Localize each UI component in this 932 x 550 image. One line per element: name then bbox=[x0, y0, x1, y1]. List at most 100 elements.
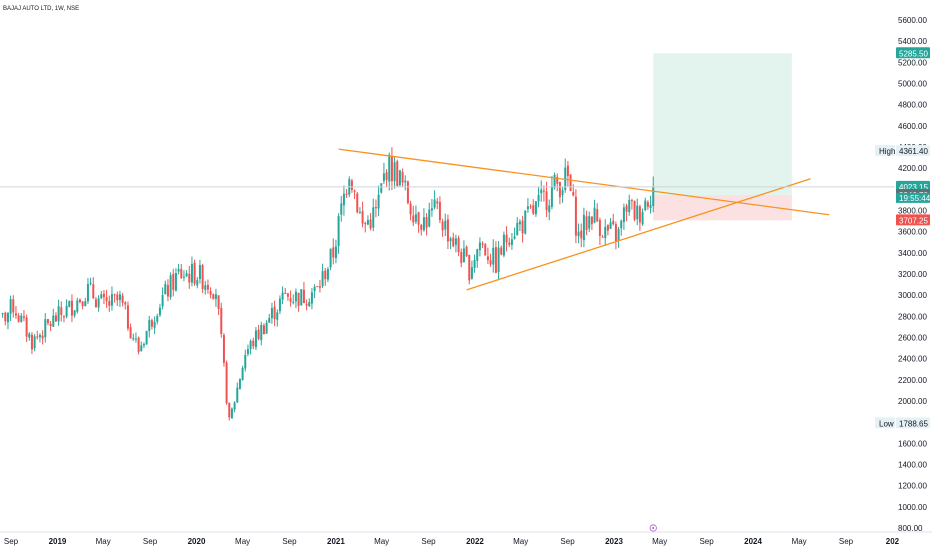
countdown-badge-bg bbox=[896, 192, 930, 203]
candle-body bbox=[49, 323, 52, 327]
candle-body bbox=[566, 165, 569, 176]
candle-body bbox=[214, 294, 217, 300]
candle-body bbox=[614, 224, 617, 242]
candle-body bbox=[89, 282, 92, 284]
candle-body bbox=[494, 247, 497, 273]
candle-body bbox=[140, 345, 143, 352]
candle-body bbox=[270, 308, 273, 319]
candle-body bbox=[513, 236, 516, 239]
high-label-bg bbox=[875, 145, 895, 157]
candle-body bbox=[473, 260, 476, 268]
candle-body bbox=[292, 301, 295, 303]
candle-body bbox=[641, 212, 644, 225]
candle-body bbox=[449, 238, 452, 242]
candle-body bbox=[484, 244, 487, 256]
candle-body bbox=[174, 273, 177, 291]
candle-body bbox=[526, 206, 529, 210]
y-tick-label: 2000.00 bbox=[898, 397, 927, 406]
time-axis[interactable]: Sep 2019 May Sep 2020 May Sep 2021 May Sep 2022 May… bbox=[0, 531, 932, 546]
candle-body bbox=[36, 336, 39, 338]
candle-body bbox=[185, 273, 188, 277]
candle-body bbox=[305, 303, 308, 306]
candle-body bbox=[230, 408, 233, 419]
candle-body bbox=[625, 205, 628, 212]
ascending-trendline[interactable] bbox=[466, 178, 811, 291]
y-tick-label: 3600.00 bbox=[898, 228, 927, 237]
x-tick-label: May bbox=[96, 537, 111, 546]
candle-body bbox=[478, 242, 481, 251]
candle-body bbox=[161, 294, 164, 307]
candle-body bbox=[73, 310, 76, 316]
event-marker-icon[interactable] bbox=[649, 524, 657, 532]
candle-body bbox=[446, 219, 449, 242]
candle-body bbox=[638, 206, 641, 223]
candle-body bbox=[316, 286, 319, 288]
candle-body bbox=[580, 230, 583, 239]
candle-body bbox=[358, 212, 361, 214]
target-zone[interactable] bbox=[653, 53, 792, 195]
candle-body bbox=[548, 205, 551, 213]
candle-body bbox=[609, 222, 612, 229]
x-tick-label: Sep bbox=[421, 537, 436, 546]
candle-body bbox=[190, 263, 193, 283]
candle-body bbox=[33, 336, 36, 349]
candle-body bbox=[204, 285, 207, 290]
candle-body bbox=[52, 315, 55, 327]
candle-body bbox=[380, 183, 383, 193]
candle-body bbox=[556, 176, 559, 184]
candle-body bbox=[476, 249, 479, 261]
y-tick-label: 2600.00 bbox=[898, 334, 927, 343]
x-tick-label: Sep bbox=[699, 537, 714, 546]
candle-body bbox=[636, 205, 639, 220]
candle-body bbox=[524, 210, 527, 234]
candle-body bbox=[313, 286, 316, 292]
candle-body bbox=[321, 271, 324, 287]
y-tick-label: 5600.00 bbox=[898, 16, 927, 25]
candle-body bbox=[300, 289, 303, 306]
candle-body bbox=[276, 312, 279, 320]
price-axis[interactable]: 5600.00 5400.00 5200.00 5000.00 4800.00 4600.… bbox=[898, 16, 927, 533]
candle-body bbox=[329, 248, 332, 268]
candle-body bbox=[502, 234, 505, 256]
stop-price-badge-bg bbox=[896, 214, 930, 226]
candle-body bbox=[206, 284, 209, 290]
candle-body bbox=[78, 299, 81, 303]
candle-body bbox=[390, 156, 393, 182]
chart-title: BAJAJ AUTO LTD, 1W, NSE bbox=[3, 6, 79, 12]
candle-body bbox=[537, 194, 540, 202]
candle-body bbox=[382, 173, 385, 182]
y-tick-label: 3800.00 bbox=[898, 207, 927, 216]
candle-body bbox=[222, 335, 225, 363]
descending-trendline[interactable] bbox=[338, 148, 830, 216]
target-price-badge-bg bbox=[896, 47, 930, 59]
candle-body bbox=[366, 220, 369, 225]
position-zones[interactable] bbox=[653, 53, 792, 221]
candle-body bbox=[460, 252, 463, 264]
candle-body bbox=[529, 206, 532, 208]
candle-body bbox=[318, 286, 321, 288]
candle-body bbox=[430, 208, 433, 211]
candle-body bbox=[286, 293, 289, 297]
candle-body bbox=[116, 294, 119, 301]
candle-body bbox=[468, 254, 471, 281]
candle-body bbox=[342, 193, 345, 206]
trendlines[interactable] bbox=[338, 148, 830, 291]
candle-body bbox=[489, 260, 492, 265]
candle-body bbox=[388, 154, 391, 182]
x-tick-label: Sep bbox=[4, 537, 19, 546]
candle-body bbox=[572, 191, 575, 196]
candle-body bbox=[62, 316, 65, 318]
y-tick-label: 3000.00 bbox=[898, 291, 927, 300]
low-label-bg bbox=[875, 417, 895, 429]
candle-body bbox=[649, 204, 652, 209]
y-tick-label: 3200.00 bbox=[898, 270, 927, 279]
y-tick-label: 800.00 bbox=[898, 524, 923, 533]
candle-body bbox=[417, 212, 420, 225]
candle-body bbox=[126, 305, 129, 329]
candle-body bbox=[617, 229, 620, 241]
candle-body bbox=[153, 321, 156, 328]
candle-body bbox=[422, 217, 425, 231]
x-tick-label: Sep bbox=[839, 537, 854, 546]
candle-body bbox=[521, 220, 524, 234]
